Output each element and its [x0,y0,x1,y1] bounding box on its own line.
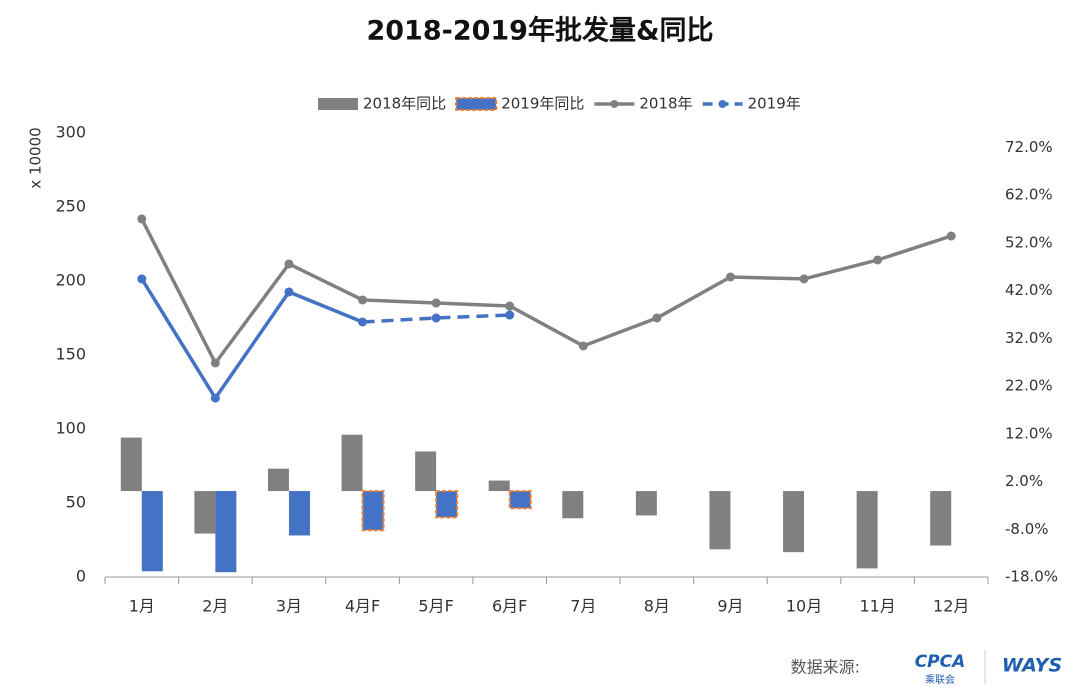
bar [341,434,363,492]
point [431,313,441,323]
bar [435,490,459,519]
point [358,317,368,327]
x-tick-label: 8月 [644,597,670,616]
y2-tick-label: 42.0% [1005,281,1053,299]
point [652,313,662,323]
legend-label: 2019年 [748,95,801,113]
legend-swatch [318,98,358,110]
bar [508,490,532,510]
line [140,218,952,367]
bar [856,491,878,569]
legend-label: 2018年同比 [363,95,446,113]
legend-swatch [718,100,727,108]
point [799,274,809,284]
bar [215,491,237,573]
bar [783,491,805,553]
point [505,310,515,320]
y-tick-label: 200 [55,271,86,290]
point [210,393,220,403]
point [946,231,956,241]
point [358,295,368,305]
y2-tick-label: 72.0% [1005,138,1053,156]
bar [288,491,310,536]
source-logo-sub: 乘联会 [925,673,955,686]
y2-tick-label: -18.0% [1005,568,1058,586]
point [137,274,147,284]
x-tick-label: 3月 [276,597,302,616]
point [873,255,883,265]
y-tick-label: 300 [55,123,86,142]
bar [267,468,289,492]
y-tick-label: 0 [76,567,86,586]
y2-tick-label: 22.0% [1005,377,1053,395]
bar [120,437,142,492]
x-tick-label: 5月F [418,597,453,616]
y2-tick-label: 62.0% [1005,186,1053,204]
source-logo: CPCA [915,652,966,672]
bar [562,491,584,519]
y-tick-label: 100 [55,419,86,438]
legend-label: 2019年同比 [501,95,584,113]
x-tick-label: 7月 [570,597,596,616]
point [505,301,515,311]
point [578,341,588,351]
point [137,214,147,224]
y-tick-label: 250 [55,197,86,216]
bar [141,491,163,572]
legend-swatch [610,100,619,108]
bar [930,491,952,546]
bar [361,490,385,532]
source-logo: WAYS [1002,655,1062,677]
y2-tick-label: 32.0% [1005,329,1053,347]
y2-tick-label: -8.0% [1005,520,1049,538]
source-label: 数据来源: [791,658,860,677]
y2-tick-label: 52.0% [1005,233,1053,251]
x-tick-label: 2月 [202,597,228,616]
line [140,278,364,402]
legend-label: 2018年 [639,95,692,113]
line [362,313,510,324]
point [284,259,294,269]
x-tick-label: 12月 [933,597,969,616]
x-tick-label: 1月 [129,597,155,616]
bar [488,480,510,492]
bar [709,491,731,550]
bar [194,491,216,534]
x-tick-label: 9月 [717,597,743,616]
x-tick-label: 6月F [492,597,527,616]
bar [635,491,657,516]
y-tick-label: 150 [55,345,86,364]
y2-tick-label: 2.0% [1005,472,1043,490]
point [210,358,220,368]
x-tick-label: 4月F [345,597,380,616]
y-axis-label: x 10000 [27,127,45,188]
y-tick-label: 50 [66,493,86,512]
point [284,287,294,297]
x-tick-label: 11月 [859,597,895,616]
chart-title: 2018-2019年批发量&同比 [366,15,713,47]
x-tick-label: 10月 [786,597,822,616]
bar [415,451,437,492]
point [431,298,441,308]
y2-tick-label: 12.0% [1005,424,1053,442]
point [725,272,735,282]
legend-swatch [455,97,498,111]
